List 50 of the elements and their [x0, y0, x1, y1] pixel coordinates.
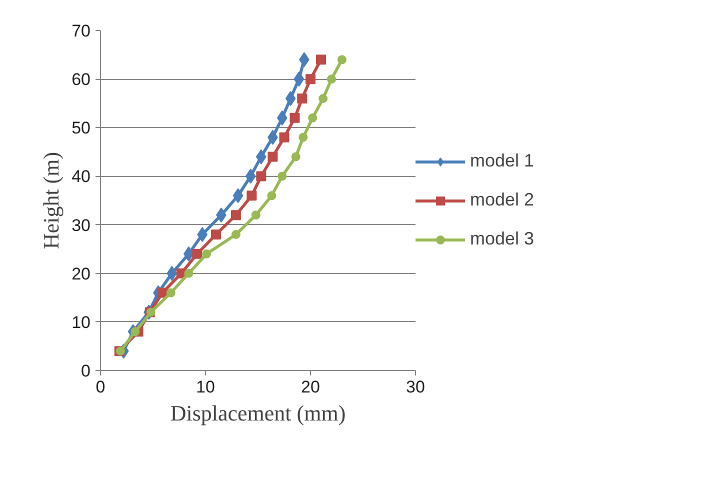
y-tick-label: 40 [72, 167, 91, 186]
point [232, 188, 244, 204]
legend-label: model 2 [470, 190, 534, 210]
point [231, 230, 240, 239]
point [298, 132, 308, 142]
point [202, 249, 212, 258]
y-tick-label: 70 [72, 22, 91, 40]
point [192, 248, 202, 259]
point [338, 55, 346, 64]
point [256, 171, 266, 182]
point [279, 132, 290, 142]
y-tick-label: 20 [72, 264, 91, 284]
point [245, 168, 256, 184]
x-tick-label: 30 [406, 378, 425, 396]
y-axis-title: Height (m) [38, 152, 64, 250]
legend-label: model 3 [470, 228, 534, 250]
point [285, 91, 296, 106]
point [306, 74, 316, 84]
legend-label: model 1 [470, 150, 534, 172]
point [251, 210, 260, 220]
point [276, 110, 288, 126]
point [256, 149, 266, 164]
x-tick-label: 0 [96, 378, 106, 396]
point [316, 54, 326, 65]
x-axis-title: Displacement (mm) [170, 400, 346, 426]
point [211, 230, 221, 240]
point [267, 191, 276, 200]
x-tick-label: 10 [196, 378, 215, 396]
point [268, 152, 278, 162]
point [318, 94, 328, 103]
y-tick-label: 10 [72, 312, 91, 332]
point [166, 266, 178, 281]
point [184, 268, 194, 278]
y-tick-label: 0 [81, 362, 91, 380]
x-tick-label: 20 [301, 378, 320, 396]
point [166, 288, 176, 298]
point [130, 327, 140, 336]
point [297, 94, 308, 104]
point [197, 227, 208, 242]
y-tick-label: 30 [72, 216, 91, 235]
point [291, 152, 300, 162]
point [294, 72, 304, 87]
point [278, 172, 287, 181]
y-tick-label: 60 [72, 70, 91, 90]
point [230, 210, 241, 220]
y-tick-label: 50 [72, 118, 91, 138]
point [246, 190, 257, 201]
point [308, 113, 318, 122]
point [327, 74, 336, 84]
point [290, 112, 300, 123]
